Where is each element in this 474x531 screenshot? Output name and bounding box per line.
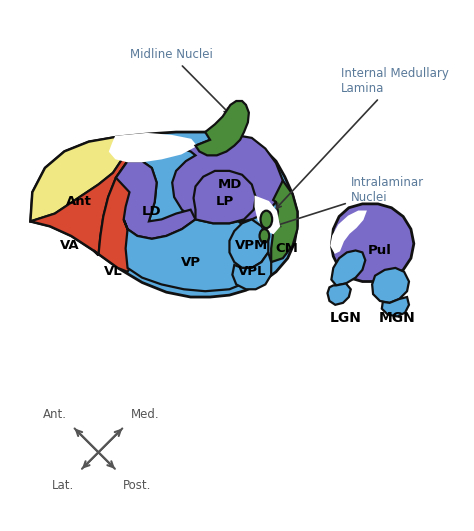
Polygon shape — [255, 197, 279, 233]
Text: Internal Medullary
Lamina: Internal Medullary Lamina — [276, 67, 449, 208]
Ellipse shape — [261, 211, 272, 228]
Polygon shape — [193, 171, 255, 223]
Text: Midline Nuclei: Midline Nuclei — [130, 48, 229, 113]
Polygon shape — [331, 204, 414, 281]
Ellipse shape — [260, 229, 269, 243]
Text: Intralaminar
Nuclei: Intralaminar Nuclei — [275, 176, 424, 227]
Polygon shape — [372, 268, 409, 303]
Text: LP: LP — [216, 195, 234, 209]
Polygon shape — [382, 297, 409, 316]
Polygon shape — [172, 134, 283, 223]
Polygon shape — [271, 181, 297, 262]
Text: VA: VA — [60, 239, 79, 252]
Polygon shape — [93, 161, 157, 272]
Text: Ant: Ant — [66, 195, 92, 209]
Polygon shape — [30, 137, 128, 221]
Text: Med.: Med. — [131, 408, 160, 421]
Text: Post.: Post. — [122, 479, 151, 492]
Text: VP: VP — [181, 255, 201, 269]
Polygon shape — [116, 161, 195, 239]
Text: MGN: MGN — [379, 311, 416, 326]
Text: VPM: VPM — [235, 239, 268, 252]
Polygon shape — [331, 212, 365, 252]
Text: LGN: LGN — [330, 311, 362, 326]
Text: VPL: VPL — [237, 266, 266, 278]
Text: CM: CM — [275, 242, 298, 255]
Text: Lat.: Lat. — [52, 479, 74, 492]
Text: Pul: Pul — [368, 244, 392, 257]
Polygon shape — [110, 134, 195, 161]
Text: LD: LD — [142, 205, 162, 218]
Polygon shape — [328, 284, 351, 305]
Polygon shape — [331, 251, 365, 285]
Text: MD: MD — [217, 178, 242, 191]
Polygon shape — [195, 101, 249, 156]
Text: VL: VL — [104, 266, 122, 278]
Polygon shape — [30, 158, 128, 255]
Text: Ant.: Ant. — [43, 408, 67, 421]
Polygon shape — [229, 219, 268, 268]
Polygon shape — [232, 252, 271, 289]
Polygon shape — [124, 219, 259, 291]
Polygon shape — [30, 132, 297, 297]
